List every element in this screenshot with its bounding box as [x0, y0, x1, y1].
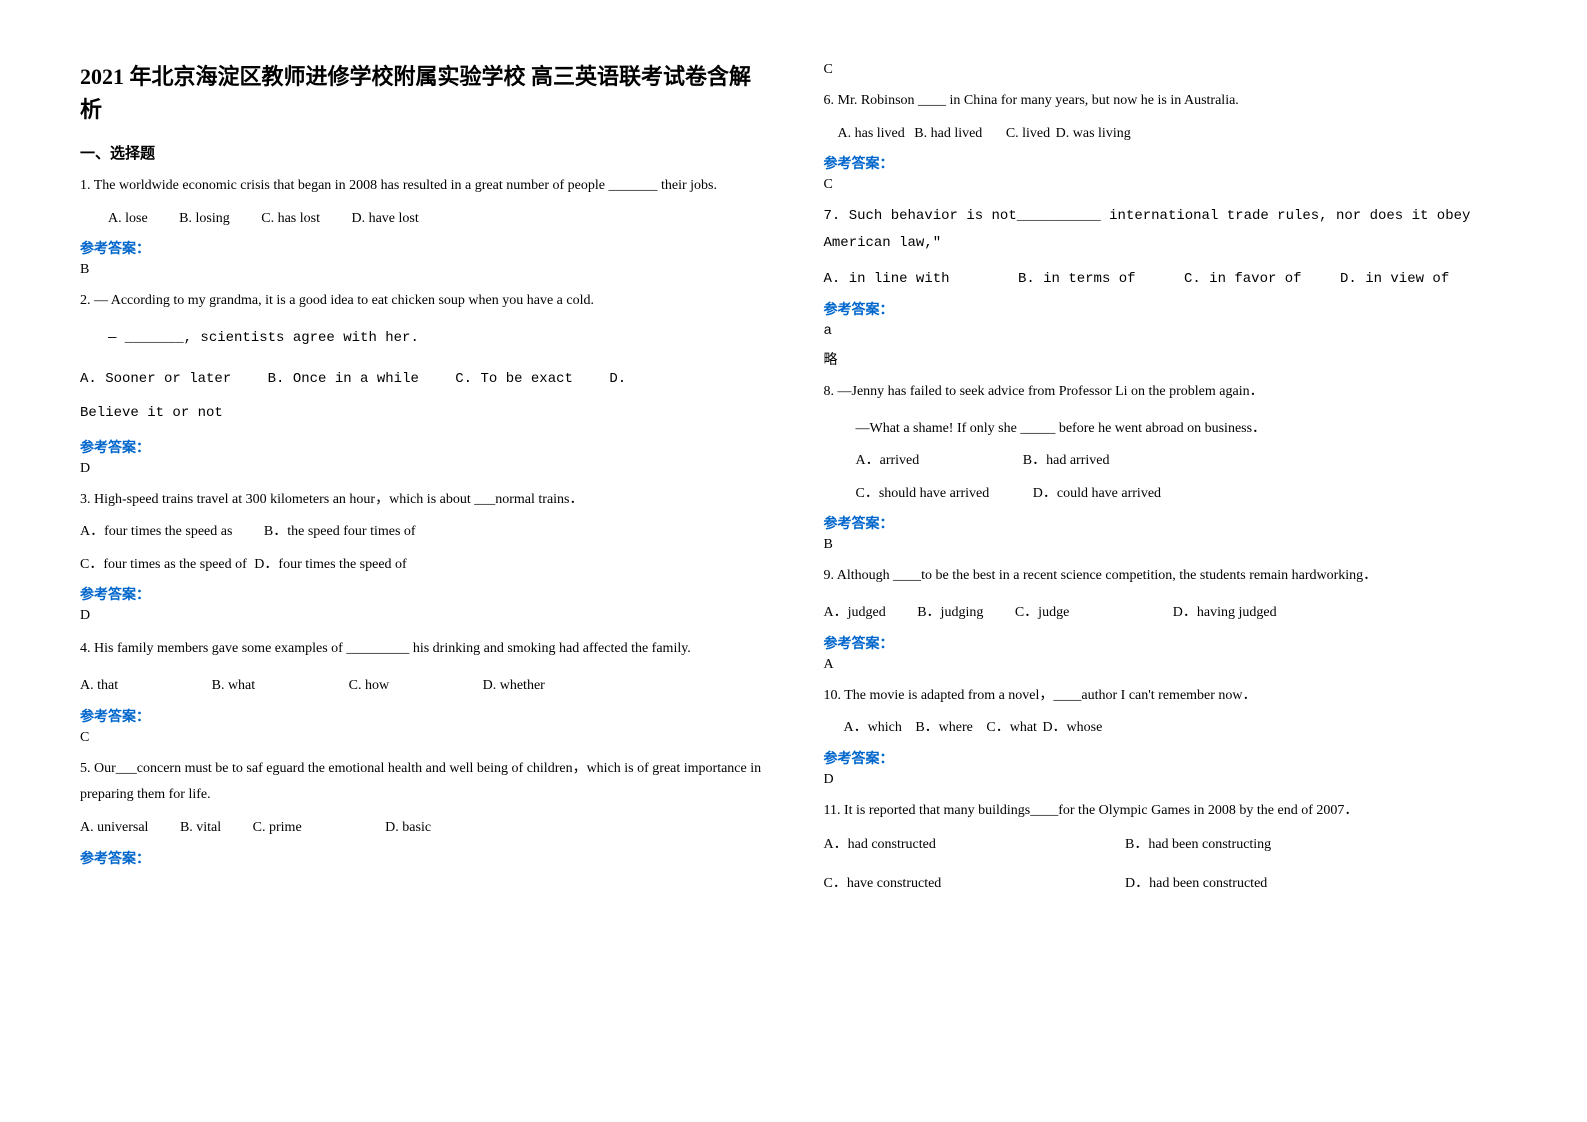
q5-answer-label: 参考答案： [80, 848, 764, 868]
q2-answer: D [80, 461, 764, 477]
q1-option-d: D. have lost [351, 206, 418, 233]
q1-answer: B [80, 262, 764, 278]
question-8-stem1: 8. —Jenny has failed to seek advice from… [824, 379, 1508, 406]
q3-option-d: D．four times the speed of [254, 552, 406, 579]
q9-option-b: B．judging [917, 600, 983, 627]
q3-option-a: A．four times the speed as [80, 519, 232, 546]
q8-option-b: B．had arrived [1023, 448, 1110, 475]
q2-option-d-prefix: D. [609, 363, 626, 397]
question-9-options: A．judged B．judging C．judge D．having judg… [824, 600, 1508, 627]
q7-option-a: A. in line with [824, 266, 950, 293]
q9-answer: A [824, 657, 1508, 673]
q1-answer-label: 参考答案： [80, 238, 764, 258]
q1-option-c: C. has lost [261, 206, 320, 233]
question-1-stem: 1. The worldwide economic crisis that be… [80, 173, 764, 200]
q2-option-d: Believe it or not [80, 405, 223, 421]
question-7-options: A. in line with B. in terms of C. in fav… [824, 266, 1508, 293]
q6-answer-label: 参考答案： [824, 153, 1508, 173]
question-11-options-row1: A．had constructed B．had been constructin… [824, 832, 1508, 859]
q2-option-a: A. Sooner or later [80, 363, 231, 397]
q4-option-d: D. whether [483, 673, 545, 700]
q8-option-d: D．could have arrived [1033, 481, 1161, 508]
q6-option-d: D. was living [1056, 121, 1131, 148]
question-11-options-row2: C．have constructed D．had been constructe… [824, 871, 1508, 898]
q8-option-a: A．arrived [856, 448, 920, 475]
q11-option-a: A．had constructed [824, 832, 1094, 859]
question-3-stem: 3. High-speed trains travel at 300 kilom… [80, 487, 764, 514]
q9-option-d: D．having judged [1173, 600, 1277, 627]
question-4-options: A. that B. what C. how D. whether [80, 673, 764, 700]
question-5-stem: 5. Our___concern must be to saf eguard t… [80, 756, 764, 809]
question-1-options: A. lose B. losing C. has lost D. have lo… [108, 206, 764, 233]
q5-answer: C [824, 62, 1508, 78]
q6-option-b: B. had lived [914, 121, 982, 148]
q8-option-c: C．should have arrived [856, 481, 990, 508]
q6-answer: C [824, 177, 1508, 193]
question-9-stem: 9. Although ____to be the best in a rece… [824, 563, 1508, 590]
question-8-options-row1: A．arrived B．had arrived [856, 448, 1508, 475]
question-3-options-row1: A．four times the speed as B．the speed fo… [80, 519, 764, 546]
question-4-stem: 4. His family members gave some examples… [80, 634, 764, 665]
q4-answer-label: 参考答案： [80, 706, 764, 726]
q6-option-a: A. has lived [838, 121, 905, 148]
q10-answer-label: 参考答案： [824, 748, 1508, 768]
question-6-options: A. has lived B. had lived C. lived D. wa… [838, 121, 1508, 148]
section-one-header: 一、选择题 [80, 142, 764, 163]
q3-answer: D [80, 608, 764, 624]
q11-option-c: C．have constructed [824, 871, 1094, 898]
q7-option-d: D. in view of [1340, 266, 1449, 293]
question-2-options: A. Sooner or later B. Once in a while C.… [80, 363, 764, 430]
q5-option-b: B. vital [180, 815, 221, 842]
q4-option-a: A. that [80, 673, 118, 700]
q7-option-b: B. in terms of [1018, 266, 1136, 293]
question-2-stem1: 2. — According to my grandma, it is a go… [80, 288, 764, 315]
q9-option-a: A．judged [824, 600, 886, 627]
q7-note: 略 [824, 349, 1508, 369]
q11-option-b: B．had been constructing [1125, 832, 1271, 859]
question-11-stem: 11. It is reported that many buildings__… [824, 798, 1508, 825]
q2-answer-label: 参考答案： [80, 437, 764, 457]
q10-option-d: D．whose [1042, 715, 1102, 742]
q7-answer: a [824, 323, 1508, 339]
q4-option-c: C. how [349, 673, 389, 700]
q8-answer-label: 参考答案： [824, 513, 1508, 533]
q11-option-d: D．had been constructed [1125, 871, 1267, 898]
right-column: C 6. Mr. Robinson ____ in China for many… [824, 60, 1508, 904]
q10-option-b: B．where [915, 715, 973, 742]
q10-option-c: C．what [986, 715, 1037, 742]
q1-option-a: A. lose [108, 206, 148, 233]
q3-option-b: B．the speed four times of [264, 519, 416, 546]
q1-option-b: B. losing [179, 206, 230, 233]
q2-option-c: C. To be exact [455, 363, 573, 397]
question-6-stem: 6. Mr. Robinson ____ in China for many y… [824, 88, 1508, 115]
question-2-stem2: — _______, scientists agree with her. [108, 325, 764, 352]
question-8-stem2: —What a shame! If only she _____ before … [856, 416, 1508, 443]
q5-option-a: A. universal [80, 815, 148, 842]
q5-option-d: D. basic [385, 815, 431, 842]
q9-answer-label: 参考答案： [824, 633, 1508, 653]
question-7-stem: 7. Such behavior is not__________ intern… [824, 203, 1508, 256]
question-10-options: A．which B．where C．what D．whose [844, 715, 1508, 742]
q10-answer: D [824, 772, 1508, 788]
left-column: 2021 年北京海淀区教师进修学校附属实验学校 高三英语联考试卷含解析 一、选择… [80, 60, 764, 904]
q4-option-b: B. what [212, 673, 256, 700]
question-10-stem: 10. The movie is adapted from a novel，__… [824, 683, 1508, 710]
q7-option-c: C. in favor of [1184, 266, 1302, 293]
q7-answer-label: 参考答案： [824, 299, 1508, 319]
exam-title: 2021 年北京海淀区教师进修学校附属实验学校 高三英语联考试卷含解析 [80, 60, 764, 126]
question-8-options-row2: C．should have arrived D．could have arriv… [856, 481, 1508, 508]
exam-page: 2021 年北京海淀区教师进修学校附属实验学校 高三英语联考试卷含解析 一、选择… [0, 0, 1587, 964]
question-3-options-row2: C．four times as the speed of D．four time… [80, 552, 764, 579]
q9-option-c: C．judge [1015, 600, 1069, 627]
q6-option-c: C. lived [1006, 121, 1050, 148]
q3-option-c: C．four times as the speed of [80, 552, 247, 579]
question-5-options: A. universal B. vital C. prime D. basic [80, 815, 764, 842]
q8-answer: B [824, 537, 1508, 553]
q4-answer: C [80, 730, 764, 746]
q10-option-a: A．which [844, 715, 902, 742]
q3-answer-label: 参考答案： [80, 584, 764, 604]
q2-option-b: B. Once in a while [268, 363, 419, 397]
q5-option-c: C. prime [253, 815, 302, 842]
